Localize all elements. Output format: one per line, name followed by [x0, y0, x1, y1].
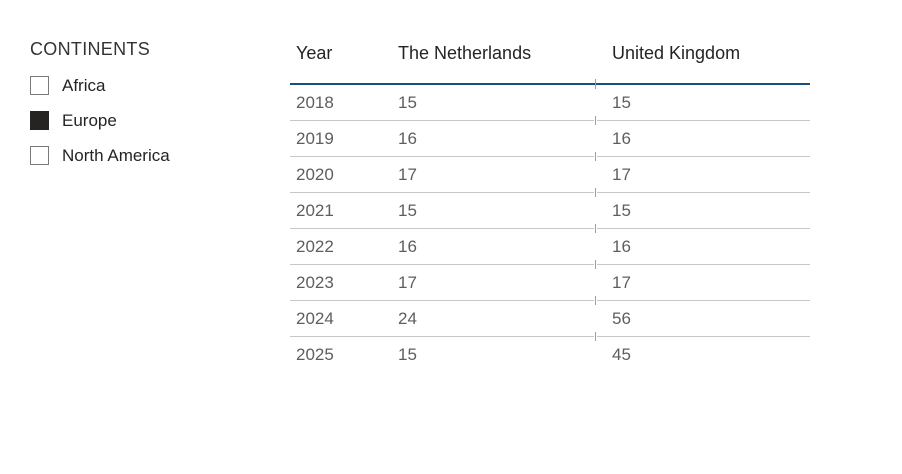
table-cell-netherlands: 16	[386, 121, 596, 157]
slicer-title: CONTINENTS	[30, 39, 150, 59]
table-cell-united-kingdom: 16	[594, 229, 810, 269]
table-row: 2021 15 15	[290, 193, 810, 233]
column-header-netherlands[interactable]: The Netherlands	[386, 38, 596, 85]
table-cell-year: 2024	[290, 301, 386, 337]
slicer-item-label: Africa	[62, 76, 106, 95]
table-cell-year: 2022	[290, 229, 386, 265]
table-cell-netherlands: 15	[386, 193, 596, 229]
table-row: 2020 17 17	[290, 157, 810, 197]
table-cell-netherlands: 24	[386, 301, 596, 337]
table-row: 2019 16 16	[290, 121, 810, 161]
table-row: 2023 17 17	[290, 265, 810, 305]
table-cell-united-kingdom: 56	[594, 301, 810, 341]
table-row: 2024 24 56	[290, 301, 810, 341]
table-row: 2022 16 16	[290, 229, 810, 269]
north-america-checkbox[interactable]	[30, 146, 49, 165]
africa-checkbox[interactable]	[30, 76, 49, 95]
table-cell-netherlands: 17	[386, 265, 596, 301]
table-cell-united-kingdom: 16	[594, 121, 810, 161]
table-row: 2025 15 45	[290, 337, 810, 373]
slicer-item-africa[interactable]: Africa	[30, 76, 260, 95]
table-cell-netherlands: 15	[386, 85, 596, 121]
column-header-united-kingdom[interactable]: United Kingdom	[595, 38, 810, 89]
table-cell-netherlands: 16	[386, 229, 596, 265]
table-row: 2018 15 15	[290, 85, 810, 125]
column-header-year[interactable]: Year	[290, 38, 386, 85]
table-cell-netherlands: 15	[398, 345, 417, 364]
slicer-item-north-america[interactable]: North America	[30, 146, 260, 165]
table-cell-year: 2020	[290, 157, 386, 193]
europe-checkbox[interactable]	[30, 111, 49, 130]
table-cell-year: 2018	[290, 85, 386, 121]
table-cell-united-kingdom: 15	[594, 193, 810, 233]
table-cell-year: 2021	[290, 193, 386, 229]
table-header-row: Year The Netherlands United Kingdom	[290, 38, 810, 89]
table-cell-united-kingdom: 45	[612, 345, 631, 364]
table-cell-year: 2023	[290, 265, 386, 301]
data-table: Year The Netherlands United Kingdom 2018…	[290, 38, 810, 373]
continents-slicer: CONTINENTS Africa Europe North America	[30, 38, 260, 181]
slicer-item-label: North America	[62, 146, 170, 165]
table-cell-united-kingdom: 17	[594, 265, 810, 305]
slicer-item-label: Europe	[62, 111, 117, 130]
table-cell-year: 2025	[296, 345, 334, 364]
table-cell-year: 2019	[290, 121, 386, 157]
table-cell-united-kingdom: 15	[594, 85, 810, 125]
table-cell-netherlands: 17	[386, 157, 596, 193]
table-cell-united-kingdom: 17	[594, 157, 810, 197]
slicer-item-europe[interactable]: Europe	[30, 111, 260, 130]
